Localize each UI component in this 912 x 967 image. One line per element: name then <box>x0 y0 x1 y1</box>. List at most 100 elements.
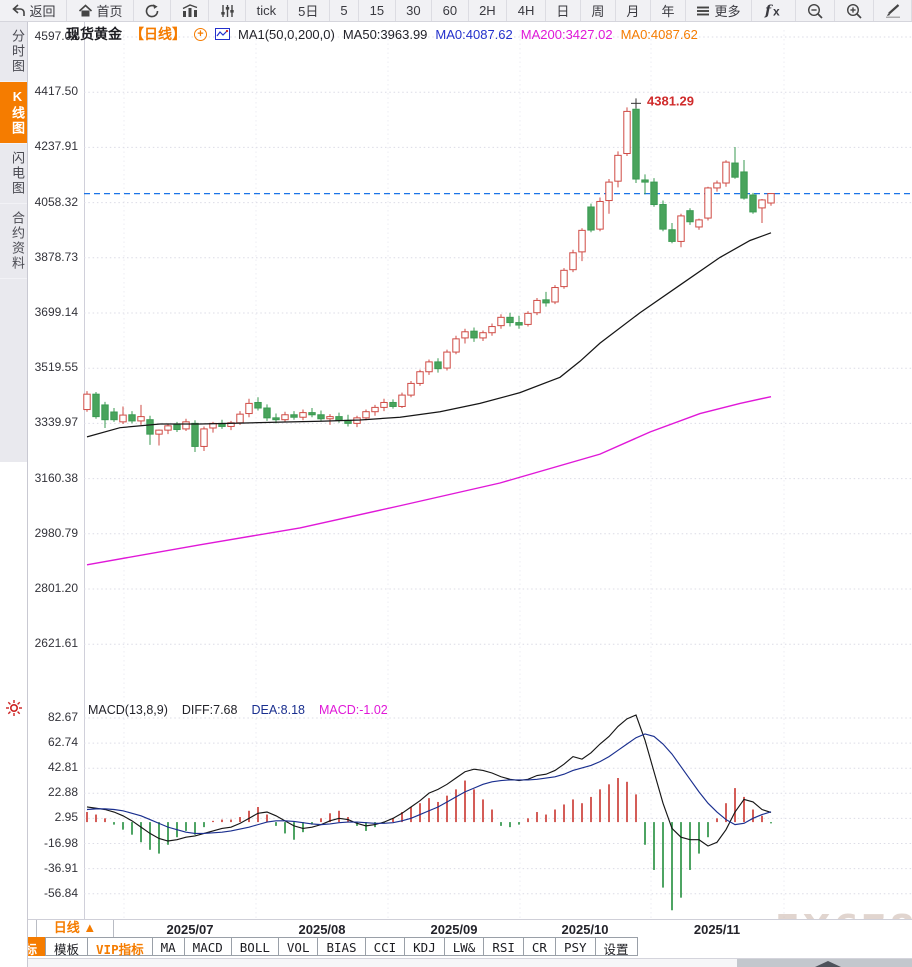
macd-dea-value: DEA:8.18 <box>251 703 305 717</box>
bar-chart-icon <box>182 3 198 18</box>
sidebar-item-contract-info[interactable]: 合约资料 <box>0 204 27 279</box>
sidebar-item-lightning-chart[interactable]: 闪电图 <box>0 144 27 204</box>
x-axis-label: 2025/07 <box>166 922 214 937</box>
price-axis-label: 2621.61 <box>34 636 78 651</box>
chart-title-bar: 现货黄金 【日线】 + MA1(50,0,200,0) MA50:3963.99… <box>66 24 698 44</box>
indicator-button-templates[interactable]: 模板 <box>45 937 89 957</box>
ma0-value-orange: MA0:4087.62 <box>620 26 698 42</box>
svg-text:f: f <box>764 3 774 18</box>
indicator-button-bias[interactable]: BIAS <box>317 937 366 956</box>
toolbar-button-tick[interactable]: tick <box>246 0 288 21</box>
menu-icon <box>696 5 710 17</box>
indicator-button-settings[interactable]: 设置 <box>594 937 638 957</box>
indicator-toolbar: 指标模板VIP指标MAMACDBOLLVOLBIASCCIKDJLW&RSICR… <box>0 937 912 958</box>
toolbar-button-yearly[interactable]: 年 <box>651 0 686 21</box>
back-arrow-icon <box>11 3 26 18</box>
indicator-button-lw[interactable]: LW& <box>443 937 485 956</box>
scrollbar-thumb[interactable] <box>737 959 912 967</box>
toolbar-button-60-min[interactable]: 60 <box>432 0 469 21</box>
price-axis-label: 4597.08 <box>34 29 78 43</box>
toolbar-button-monthly[interactable]: 月 <box>616 0 651 21</box>
price-axis-label: 4417.50 <box>34 84 78 99</box>
period-tag: 【日线】 <box>130 26 186 42</box>
indicator-button-cci[interactable]: CCI <box>364 937 406 956</box>
toolbar-button-home[interactable]: 首页 <box>67 0 135 21</box>
toolbar-button-draw[interactable] <box>874 0 912 21</box>
zoom-in-icon <box>846 3 863 19</box>
toolbar-button-5-min[interactable]: 5 <box>330 0 360 21</box>
indicator-button-kdj[interactable]: KDJ <box>404 937 445 956</box>
macd-header: MACD(13,8,9) DIFF:7.68 DEA:8.18 MACD:-1.… <box>88 703 388 717</box>
indicator-button-rsi[interactable]: RSI <box>483 937 524 956</box>
indicator-button-vol[interactable]: VOL <box>277 937 319 956</box>
indicator-button-boll[interactable]: BOLL <box>230 937 279 956</box>
macd-axis-label: 2.95 <box>54 810 78 825</box>
toolbar-button-30-min[interactable]: 30 <box>396 0 433 21</box>
mini-chart-icon[interactable] <box>215 28 230 40</box>
macd-axis-label: 62.74 <box>47 735 78 750</box>
macd-axis-label: 22.88 <box>47 785 78 800</box>
price-axis-label: 3519.55 <box>34 360 78 375</box>
indicator-button-vip-indicators[interactable]: VIP指标 <box>87 937 153 957</box>
toolbar-button-weekly[interactable]: 周 <box>581 0 616 21</box>
macd-axis-label: -36.91 <box>43 860 78 875</box>
price-axis-label: 4058.32 <box>34 194 78 209</box>
toolbar-button-4-hour[interactable]: 4H <box>507 0 546 21</box>
macd-axis-label: 82.67 <box>47 710 78 724</box>
toolbar-button-daily[interactable]: 日 <box>546 0 581 21</box>
zoom-out-icon <box>807 3 824 19</box>
ma-settings-label: MA1(50,0,200,0) <box>238 26 335 42</box>
peak-price-annotation: 4381.29 <box>647 93 694 108</box>
price-axis-label: 2980.79 <box>34 525 78 540</box>
toolbar-button-more[interactable]: 更多 <box>686 0 753 21</box>
indicator-button-psy[interactable]: PSY <box>554 937 596 956</box>
toolbar-button-2-hour[interactable]: 2H <box>469 0 508 21</box>
price-axis-label: 3160.38 <box>34 470 78 485</box>
toolbar-button-zoom-out[interactable] <box>796 0 836 21</box>
price-axis-label: 4237.91 <box>34 139 78 154</box>
sidebar-item-kline-chart[interactable]: K线图 <box>0 82 27 144</box>
indicator-button-ma[interactable]: MA <box>151 937 185 956</box>
sidebar-item-time-chart[interactable]: 分时图 <box>0 22 27 82</box>
x-axis-label: 2025/08 <box>298 922 346 937</box>
indicator-button-macd[interactable]: MACD <box>183 937 232 956</box>
price-axis-label: 3878.73 <box>34 249 78 264</box>
ma0-value-blue: MA0:4087.62 <box>435 26 513 42</box>
macd-macd-value: MACD:-1.02 <box>318 703 388 717</box>
macd-axis-label: -56.84 <box>43 885 78 900</box>
add-symbol-icon[interactable]: + <box>194 27 207 41</box>
price-axis-label: 2801.20 <box>34 581 78 595</box>
sliders-icon <box>220 4 235 18</box>
toolbar-button-chart-type[interactable] <box>171 0 210 21</box>
draw-icon <box>885 3 901 18</box>
macd-axis-label: -16.98 <box>43 835 78 850</box>
indicator-settings-icon[interactable] <box>5 699 23 722</box>
price-axis-label: 3339.97 <box>34 415 78 430</box>
home-icon <box>78 3 93 18</box>
toolbar-button-15-min[interactable]: 15 <box>359 0 396 21</box>
ma200-value: MA200:3427.02 <box>520 26 613 42</box>
refresh-icon <box>145 3 160 18</box>
price-axis-label: 3699.14 <box>34 305 78 319</box>
sidebar: 分时图 K线图 闪电图 合约资料 <box>0 22 28 967</box>
toolbar-button-back[interactable]: 返回 <box>0 0 68 21</box>
toolbar-button-5-day[interactable]: 5日 <box>288 0 330 21</box>
x-axis-label: 2025/11 <box>693 922 741 937</box>
x-axis-label: 2025/10 <box>561 922 609 937</box>
expand-arrow-icon[interactable] <box>815 961 841 967</box>
x-axis-label: 2025/09 <box>430 922 478 937</box>
toolbar-button-refresh[interactable] <box>134 0 172 21</box>
bottom-scrollbar <box>0 958 912 967</box>
svg-text:x: x <box>773 5 780 19</box>
ma50-value: MA50:3963.99 <box>342 26 428 42</box>
top-toolbar: 返回 首页 tick 5日 5 15 30 60 2H 4H 日周月年更多 f x <box>0 0 912 22</box>
indicator-button-cr[interactable]: CR <box>522 937 556 956</box>
macd-diff-value: DIFF:7.68 <box>181 703 238 717</box>
toolbar-button-zoom-in[interactable] <box>835 0 875 21</box>
toolbar-button-indicator-panel[interactable] <box>209 0 247 21</box>
period-dropdown-button[interactable]: 日线 ▲ <box>36 920 114 937</box>
